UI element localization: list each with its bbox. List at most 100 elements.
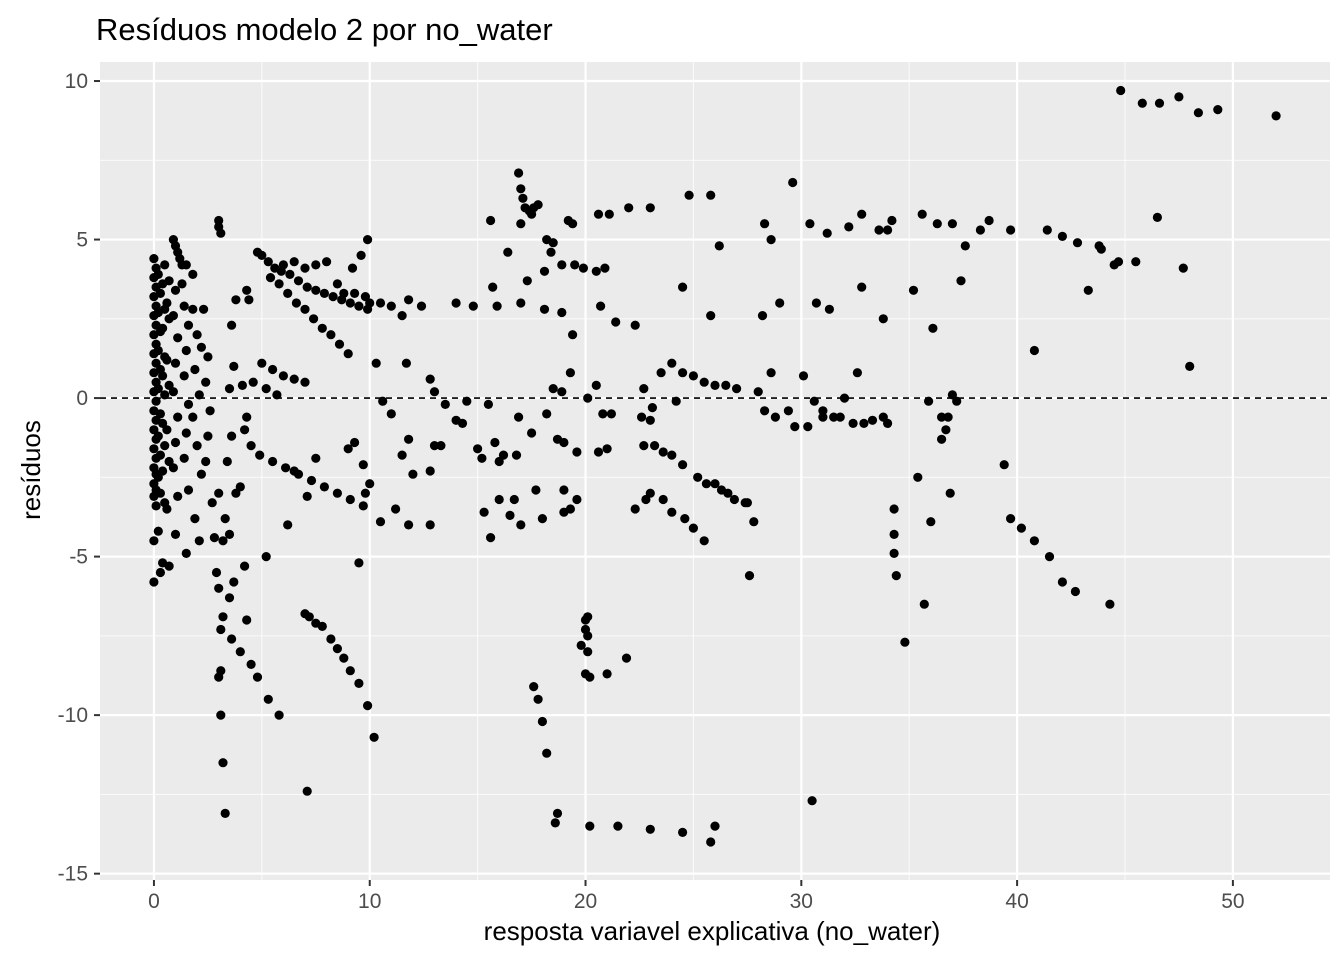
data-point [408, 469, 418, 479]
data-point [162, 504, 172, 514]
data-point [227, 320, 237, 330]
data-point [943, 412, 953, 422]
data-point [158, 466, 168, 476]
data-point [568, 219, 578, 229]
data-point [227, 634, 237, 644]
data-point [583, 393, 593, 403]
data-point [397, 450, 407, 460]
data-point [583, 631, 593, 641]
data-point [1083, 285, 1093, 295]
data-point [941, 425, 951, 435]
data-point [339, 653, 349, 663]
data-point [548, 384, 558, 394]
x-tick-label: 10 [358, 890, 381, 913]
data-point [818, 406, 828, 416]
data-point [278, 371, 288, 381]
data-point [639, 441, 649, 451]
data-point [1131, 257, 1141, 267]
data-point [516, 184, 526, 194]
data-point [339, 288, 349, 298]
data-point [678, 368, 688, 378]
data-point [160, 441, 170, 451]
data-point [775, 298, 785, 308]
data-point [486, 533, 496, 543]
data-point [1185, 361, 1195, 371]
data-point [602, 444, 612, 454]
data-point [753, 387, 763, 397]
data-point [363, 235, 373, 245]
data-point [302, 491, 312, 501]
data-point [220, 514, 230, 524]
data-point [658, 494, 668, 505]
data-point [311, 285, 321, 295]
data-point [559, 437, 569, 448]
data-point [811, 298, 822, 308]
data-point [170, 285, 181, 295]
data-point [591, 266, 601, 276]
data-point [924, 396, 934, 406]
data-point [404, 295, 414, 305]
data-point [1042, 225, 1052, 235]
data-point [227, 431, 237, 441]
data-point [770, 412, 781, 422]
data-point [429, 387, 440, 397]
data-point [658, 447, 668, 457]
data-point [678, 460, 688, 470]
data-point [300, 304, 310, 314]
data-point [568, 330, 578, 340]
y-tick-label: -15 [58, 863, 88, 886]
data-point [170, 437, 181, 448]
data-point [216, 624, 226, 635]
data-point [630, 320, 640, 330]
data-point [952, 396, 962, 406]
data-point [214, 488, 224, 498]
x-tick-label: 30 [790, 890, 813, 913]
data-point [334, 339, 345, 349]
data-point [809, 396, 819, 406]
data-point [710, 821, 720, 831]
data-point [667, 358, 677, 368]
data-point [168, 311, 178, 321]
chart-title: Resíduos modelo 2 por no_water [96, 12, 553, 47]
data-point [1193, 108, 1203, 118]
y-axis-ticks: 10 5 0 -5 -10 -15 [58, 70, 100, 886]
data-point [375, 517, 386, 527]
data-point [358, 501, 368, 511]
data-point [158, 371, 168, 381]
data-point [956, 276, 966, 286]
data-point [706, 190, 716, 200]
data-point [1105, 599, 1115, 609]
data-point [242, 615, 252, 625]
x-tick-label: 20 [574, 890, 597, 913]
data-point [170, 358, 181, 368]
data-point [170, 529, 181, 540]
data-point [231, 295, 241, 305]
data-point [293, 276, 304, 286]
data-point [760, 406, 770, 416]
data-point [1116, 85, 1126, 96]
data-point [151, 396, 161, 406]
data-point [220, 808, 230, 819]
data-point [155, 450, 165, 460]
data-point [332, 279, 342, 289]
data-point [539, 266, 550, 276]
data-point [229, 577, 239, 587]
data-point [229, 361, 239, 371]
data-point [224, 529, 235, 540]
data-point [257, 358, 267, 368]
data-point [744, 571, 755, 581]
data-point [173, 333, 183, 343]
data-point [425, 466, 435, 476]
data-point [516, 298, 526, 308]
data-point [240, 425, 250, 435]
data-point [218, 758, 228, 768]
data-point [604, 209, 614, 219]
data-point [926, 517, 936, 527]
data-point [173, 412, 183, 422]
data-point [701, 479, 712, 489]
data-point [257, 250, 267, 260]
data-point [1057, 577, 1067, 587]
data-point [149, 479, 159, 489]
data-point [326, 634, 336, 644]
data-point [201, 377, 211, 387]
